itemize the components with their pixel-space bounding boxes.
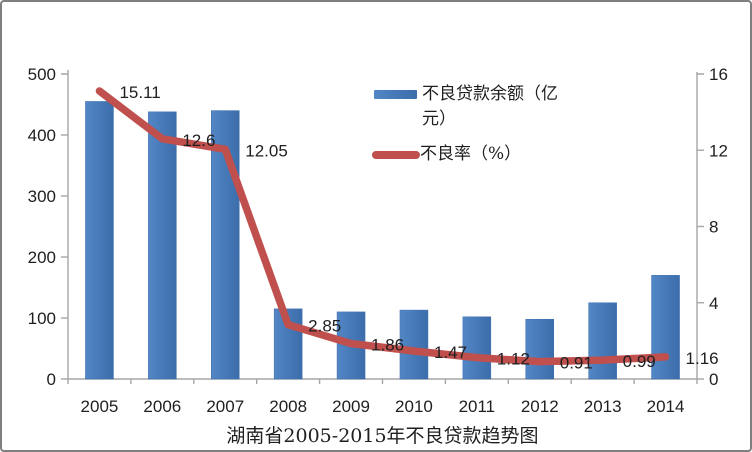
x-axis-category-label: 2010 — [395, 397, 433, 416]
bar-2010 — [399, 309, 429, 380]
line-point-label-2013: 0.99 — [623, 352, 656, 371]
line-point-label-2006: 12.6 — [182, 131, 215, 150]
x-axis-category-label: 2012 — [521, 397, 559, 416]
x-axis-category-label: 2005 — [81, 397, 119, 416]
bar-2012 — [525, 318, 554, 380]
x-axis-category-label: 2006 — [143, 397, 181, 416]
line-point-label-2005: 15.11 — [119, 83, 160, 102]
x-axis-category-label: 2007 — [206, 397, 244, 416]
x-axis-category-label: 2013 — [584, 397, 622, 416]
bar-2006 — [148, 111, 177, 380]
line-point-label-2014: 1.16 — [686, 349, 719, 368]
line-point-label-2009: 1.86 — [371, 336, 404, 355]
bar-series-swatch-icon — [374, 90, 417, 99]
line-point-label-2007: 12.05 — [245, 141, 288, 160]
x-axis-category-label: 2014 — [647, 397, 685, 416]
x-axis-category-label: 2011 — [459, 397, 496, 416]
line-point-label-2010: 1.47 — [434, 343, 467, 362]
line-point-label-2008: 2.85 — [308, 317, 341, 336]
left-axis-tick-label: 200 — [28, 248, 56, 267]
legend-label-balance: 不良贷款余额（亿 元） — [422, 84, 558, 129]
legend-label-rate: 不良率（%） — [420, 144, 522, 164]
left-axis-tick-label: 300 — [28, 187, 56, 206]
x-axis-category-label: 2009 — [332, 397, 370, 416]
bar-2014 — [651, 275, 680, 380]
left-axis-tick-label: 0 — [47, 370, 56, 389]
line-point-label-2011: 1.12 — [497, 350, 530, 369]
bar-2011 — [462, 316, 492, 380]
right-axis-tick-label: 16 — [709, 65, 728, 84]
right-axis-tick-label: 4 — [709, 294, 718, 313]
bar-2005 — [85, 101, 114, 380]
chart-title: 湖南省2005-2015年不良贷款趋势图 — [226, 425, 539, 447]
legend: 不良贷款余额（亿 元） 不良率（%） — [372, 82, 572, 167]
left-axis-tick-label: 500 — [28, 65, 56, 84]
rate-line — [95, 87, 670, 366]
line-point-label-2012: 0.91 — [560, 354, 593, 373]
left-axis-tick-label: 400 — [28, 126, 56, 145]
left-axis-tick-label: 100 — [28, 309, 56, 328]
bar-2013 — [588, 302, 617, 380]
right-axis-tick-label: 12 — [709, 141, 728, 160]
right-axis-tick-label: 8 — [709, 218, 718, 237]
right-axis-tick-label: 0 — [709, 370, 718, 389]
legend-item-rate: 不良率（%） — [372, 142, 572, 167]
line-series-swatch-icon — [372, 151, 420, 159]
legend-item-balance: 不良贷款余额（亿 元） — [372, 82, 572, 132]
x-axis-category-label: 2008 — [269, 397, 307, 416]
